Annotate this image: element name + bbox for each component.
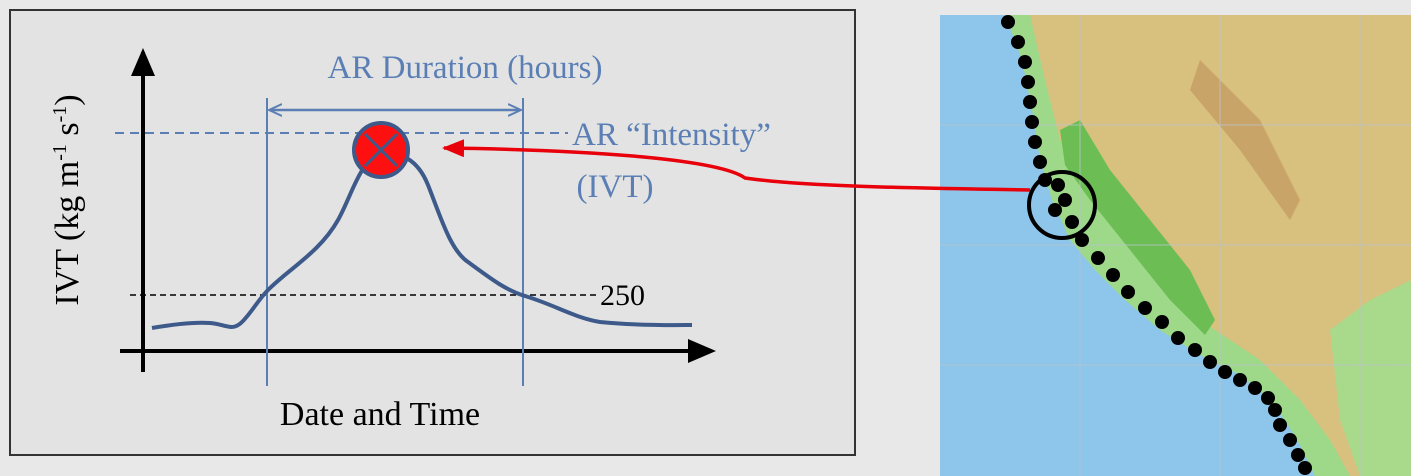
figure: AR Duration (hours) AR “Intensity” (IVT)… (0, 0, 1411, 476)
coast-point (1011, 35, 1025, 49)
coast-point (1021, 75, 1035, 89)
coast-point (1025, 115, 1039, 129)
coast-point (1001, 15, 1015, 29)
intensity-label: AR “Intensity” (572, 117, 771, 153)
map (940, 15, 1411, 476)
coast-point (1091, 251, 1105, 265)
y-label-sup: -1 (49, 144, 71, 161)
y-label-main: IVT (kg m (49, 161, 86, 306)
coast-point (1121, 285, 1135, 299)
coast-point (1273, 418, 1287, 432)
coast-point (1051, 178, 1065, 192)
coast-point (1248, 381, 1262, 395)
coast-point (1058, 193, 1072, 207)
threshold-label: 250 (600, 279, 645, 312)
coast-point (1106, 268, 1120, 282)
coast-point (1283, 433, 1297, 447)
coast-point (1018, 55, 1032, 69)
coast-point (1048, 203, 1062, 217)
coast-point (1028, 135, 1042, 149)
coast-point (1261, 391, 1275, 405)
y-label-mid: s (49, 122, 86, 144)
coast-point (1218, 365, 1232, 379)
y-label-sup: -1 (49, 106, 71, 123)
y-axis-label: IVT (kg m-1 s-1) (49, 94, 86, 305)
coast-point (1188, 343, 1202, 357)
coast-point (1065, 215, 1079, 229)
coast-point (1033, 155, 1047, 169)
coast-point (1023, 95, 1037, 109)
coast-point (1291, 448, 1305, 462)
coast-point (1138, 301, 1152, 315)
coast-point (1203, 355, 1217, 369)
coast-point (1155, 315, 1169, 329)
page: AR Duration (hours) AR “Intensity” (IVT)… (0, 0, 1411, 476)
y-label-end: ) (49, 94, 86, 105)
duration-label: AR Duration (hours) (328, 50, 603, 86)
coast-point (1298, 461, 1312, 475)
x-axis-label: Date and Time (280, 396, 480, 433)
intensity-unit: (IVT) (577, 169, 654, 205)
coast-point (1171, 331, 1185, 345)
coast-point (1233, 373, 1247, 387)
coast-point (1268, 403, 1282, 417)
